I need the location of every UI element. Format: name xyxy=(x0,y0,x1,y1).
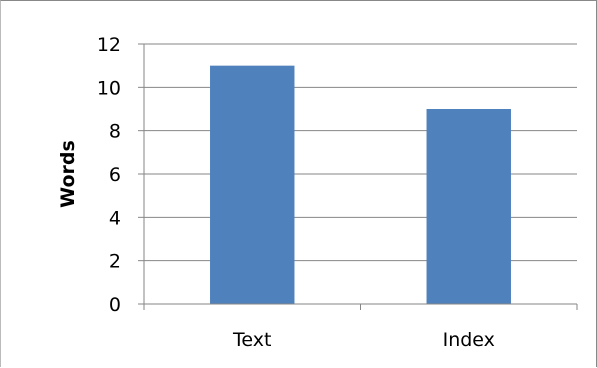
y-tick-label: 0 xyxy=(109,294,121,316)
bar-index xyxy=(426,109,511,304)
x-tick-label: Index xyxy=(443,329,495,351)
gridlines xyxy=(144,43,577,262)
y-tick-label: 4 xyxy=(109,207,121,229)
y-tick-label: 6 xyxy=(109,164,121,186)
y-tick-label: 8 xyxy=(109,121,121,143)
bars xyxy=(210,65,511,305)
y-tick-label: 12 xyxy=(97,34,121,56)
x-tick-label: Text xyxy=(232,329,271,351)
y-tick-label: 10 xyxy=(97,77,121,99)
tick-labels: 0 2 4 6 8 10 12 Text Index xyxy=(97,34,495,351)
axes xyxy=(138,43,578,310)
bar-text xyxy=(210,65,295,305)
y-axis-title: Words xyxy=(57,140,79,208)
y-tick-label: 2 xyxy=(109,251,121,273)
